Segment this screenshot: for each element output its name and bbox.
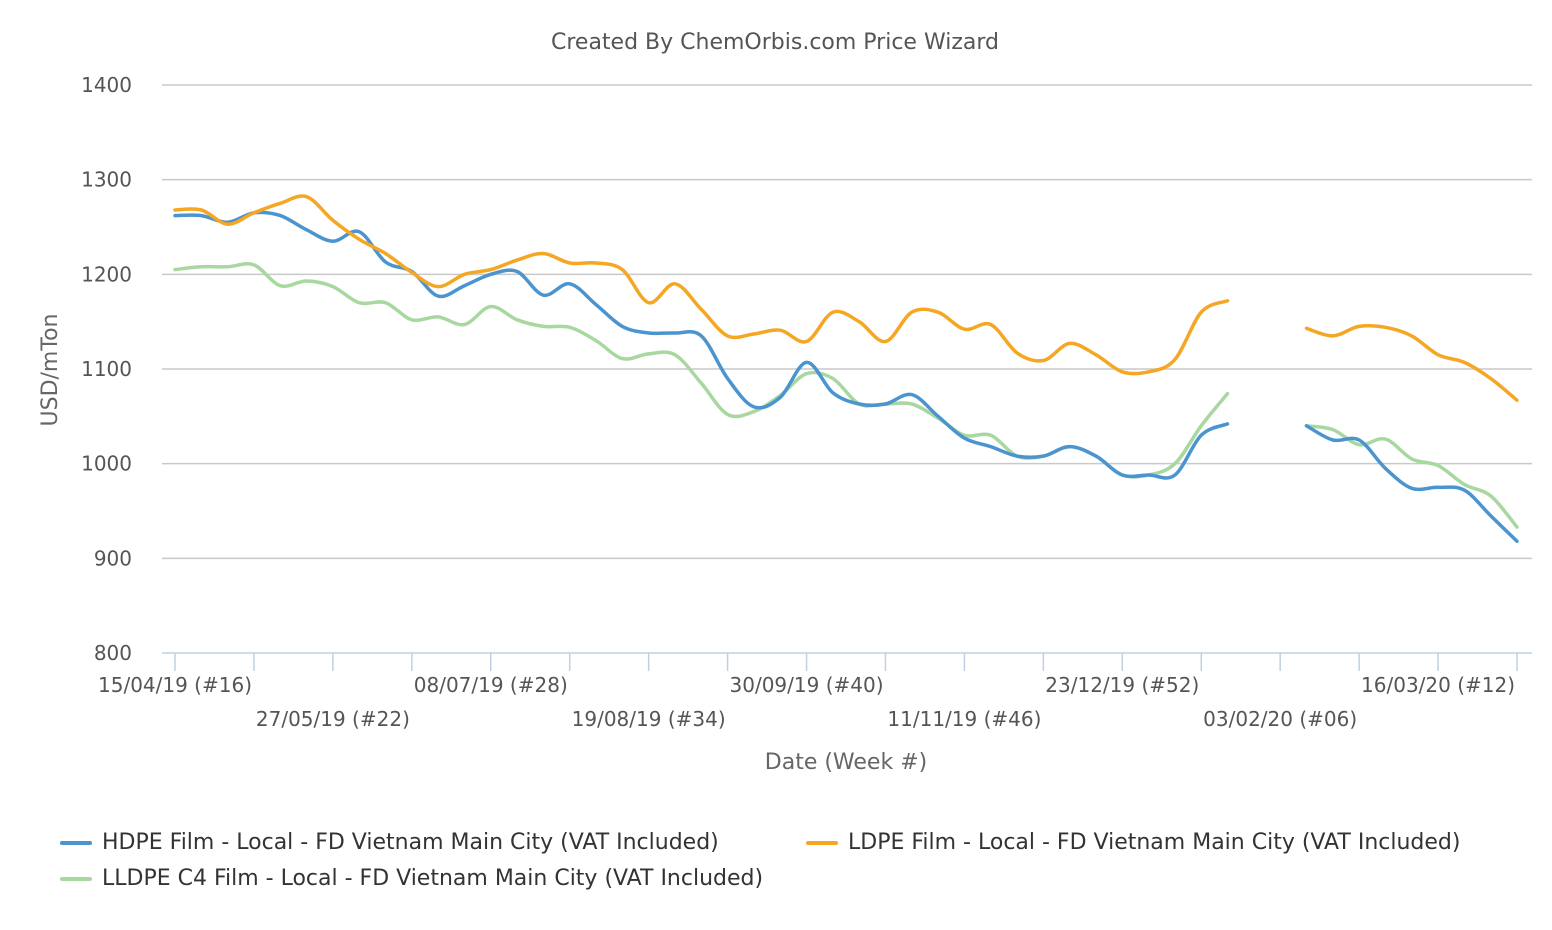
x-tick-label: 03/02/20 (#06): [1203, 707, 1357, 731]
line-chart: Created By ChemOrbis.com Price Wizard 800…: [38, 30, 1532, 775]
y-tick-label-1100: 1100: [81, 357, 132, 381]
y-tick-label-1000: 1000: [81, 452, 132, 476]
x-tick-label: 19/08/19 (#34): [572, 707, 726, 731]
x-tick-label: 11/11/19 (#46): [887, 707, 1041, 731]
x-tick-label: 23/12/19 (#52): [1045, 673, 1199, 697]
x-tick-label: 15/04/19 (#16): [98, 673, 252, 697]
legend-swatch-hdpe: [60, 840, 92, 845]
y-tick-label-900: 900: [94, 546, 132, 570]
legend-item-lldpe[interactable]: LLDPE C4 Film - Local - FD Vietnam Main …: [60, 866, 763, 891]
legend-item-hdpe[interactable]: HDPE Film - Local - FD Vietnam Main City…: [60, 830, 719, 855]
legend-label-hdpe: HDPE Film - Local - FD Vietnam Main City…: [102, 830, 719, 855]
x-tick-label: 08/07/19 (#28): [414, 673, 568, 697]
series-line-lldpe: [173, 262, 1519, 529]
chart-legend: HDPE Film - Local - FD Vietnam Main City…: [60, 830, 1540, 902]
x-tick-label: 30/09/19 (#40): [730, 673, 884, 697]
y-axis-title: USD/mTon: [38, 314, 63, 427]
series-line-ldpe: [173, 194, 1519, 402]
x-axis-title: Date (Week #): [765, 750, 927, 775]
x-tick-label: 16/03/20 (#12): [1361, 673, 1515, 697]
y-tick-label-1300: 1300: [81, 168, 132, 192]
y-tick-label-1400: 1400: [81, 73, 132, 97]
y-tick-label-800: 800: [94, 641, 132, 665]
legend-label-ldpe: LDPE Film - Local - FD Vietnam Main City…: [848, 830, 1461, 855]
legend-label-lldpe: LLDPE C4 Film - Local - FD Vietnam Main …: [102, 866, 764, 891]
y-tick-label-1200: 1200: [81, 262, 132, 286]
legend-swatch-ldpe: [806, 840, 838, 845]
chart-title: Created By ChemOrbis.com Price Wizard: [551, 30, 999, 55]
x-tick-label: 27/05/19 (#22): [256, 707, 410, 731]
legend-item-ldpe[interactable]: LDPE Film - Local - FD Vietnam Main City…: [806, 830, 1460, 855]
legend-swatch-lldpe: [60, 876, 92, 881]
chart-svg: Created By ChemOrbis.com Price Wizard 800…: [38, 30, 1532, 775]
series-line-hdpe: [173, 210, 1519, 544]
